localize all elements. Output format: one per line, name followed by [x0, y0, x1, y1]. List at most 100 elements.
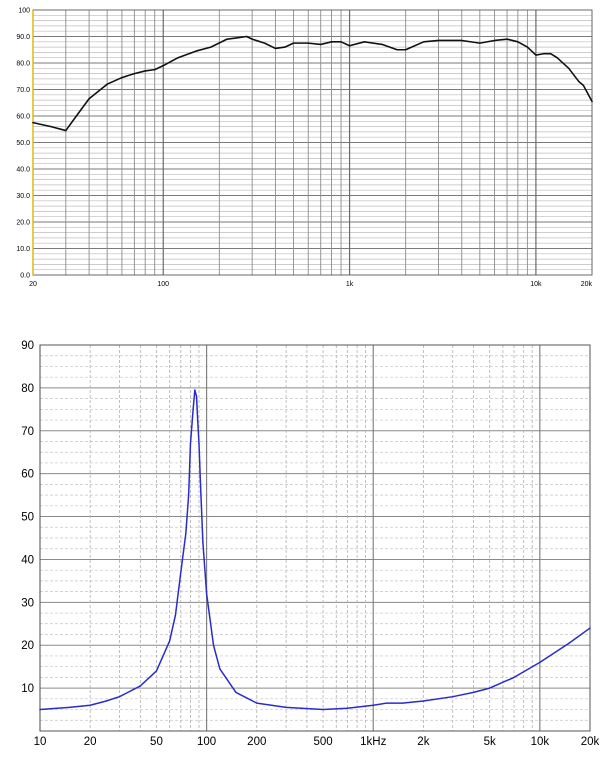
- y-tick-label: 40.0: [16, 167, 30, 174]
- data-point: [195, 50, 197, 52]
- data-point: [385, 702, 388, 704]
- data-point: [199, 485, 202, 488]
- x-tick-label: 20k: [581, 281, 593, 288]
- y-tick-label: 80: [21, 383, 34, 395]
- data-point: [493, 39, 496, 42]
- data-point: [180, 571, 182, 573]
- data-point: [212, 644, 215, 646]
- data-point: [139, 685, 141, 687]
- x-tick-label: 1kHz: [360, 736, 386, 748]
- data-point: [210, 46, 212, 48]
- data-point: [118, 696, 121, 698]
- data-point: [578, 80, 580, 83]
- data-point: [68, 706, 70, 709]
- data-point: [32, 122, 34, 124]
- y-tick-label: 10.0: [16, 246, 30, 253]
- data-point: [348, 45, 351, 47]
- y-tick-label: 20.0: [16, 220, 30, 227]
- data-point: [591, 100, 593, 103]
- data-point: [292, 42, 295, 44]
- data-point: [589, 627, 591, 629]
- x-tick-label: 10k: [530, 281, 542, 288]
- data-point: [192, 408, 194, 410]
- data-point: [539, 661, 541, 663]
- y-tick-label: 0.0: [20, 273, 30, 280]
- data-point: [550, 53, 552, 55]
- data-point: [202, 541, 204, 543]
- y-tick-label: 20: [21, 640, 34, 652]
- data-point: [88, 98, 90, 100]
- x-tick-label: 50: [150, 736, 163, 748]
- data-point: [162, 65, 164, 67]
- data-point: [568, 67, 570, 69]
- y-tick-label: 40: [21, 554, 34, 566]
- x-tick-label: 200: [247, 736, 266, 748]
- data-point: [188, 494, 190, 496]
- data-point: [401, 702, 404, 704]
- data-point: [543, 53, 545, 55]
- data-point: [284, 46, 286, 48]
- data-point: [106, 83, 108, 85]
- data-point: [307, 42, 309, 44]
- data-point: [206, 593, 208, 595]
- bottom-impedance-chart: 10 20 30 40 50 60 70 80 90 10 20 50 100 200 500 1kHz 2k 5…: [21, 340, 600, 748]
- data-point: [489, 687, 491, 689]
- data-point: [437, 39, 440, 42]
- data-point: [372, 704, 374, 706]
- data-point: [65, 129, 67, 132]
- x-tick-label: 20k: [581, 736, 600, 748]
- data-point: [582, 84, 585, 87]
- data-point: [198, 443, 200, 445]
- data-point: [50, 126, 52, 128]
- data-point: [236, 37, 238, 39]
- data-point: [517, 41, 519, 43]
- top-frequency-response-chart: 0.0 10.0 20.0 30.0 40.0 50.0 60.0 70.0 80.0 90.0 1…: [16, 8, 593, 288]
- data-point: [264, 42, 266, 44]
- data-point: [423, 41, 425, 43]
- y-tick-label: 70: [21, 426, 34, 438]
- data-point: [189, 443, 192, 445]
- y-tick-label: 60: [21, 469, 34, 481]
- data-point: [226, 38, 228, 40]
- data-point: [556, 57, 558, 59]
- data-point: [174, 614, 177, 616]
- x-tick-label: 100: [197, 736, 216, 748]
- data-point: [154, 69, 156, 71]
- x-tick-label: 2k: [417, 736, 429, 748]
- data-point: [381, 43, 383, 46]
- y-tick-label: 30: [21, 597, 34, 609]
- data-point: [133, 73, 135, 75]
- y-tick-label: 50: [21, 512, 34, 524]
- x-tick-label: 100: [157, 281, 169, 288]
- data-point: [535, 54, 537, 56]
- data-point: [322, 708, 324, 711]
- data-point: [195, 395, 198, 398]
- data-point: [506, 38, 508, 40]
- data-point: [219, 668, 221, 670]
- data-point: [185, 533, 187, 535]
- data-point: [155, 670, 158, 672]
- data-point: [396, 49, 398, 51]
- plot-frame: [39, 344, 591, 732]
- data-point: [89, 704, 91, 706]
- x-tick-label: 1k: [346, 281, 354, 288]
- y-tick-label: 80.0: [16, 61, 30, 68]
- y-tick-label: 30.0: [16, 193, 30, 200]
- data-point: [121, 76, 123, 79]
- x-tick-label: 10: [34, 736, 47, 748]
- data-point: [472, 691, 475, 693]
- data-point: [320, 43, 322, 46]
- data-point: [251, 38, 253, 40]
- x-tick-label: 500: [313, 736, 332, 748]
- data-point: [196, 413, 198, 415]
- data-point: [245, 35, 248, 38]
- data-point: [330, 41, 333, 43]
- data-point: [144, 70, 146, 72]
- data-point: [77, 112, 79, 114]
- y-tick-label: 60.0: [16, 114, 30, 121]
- data-point: [422, 700, 424, 702]
- x-tick-label: 20: [29, 281, 37, 288]
- data-point: [568, 642, 570, 644]
- x-tick-label: 20: [84, 736, 97, 748]
- data-point: [39, 708, 41, 711]
